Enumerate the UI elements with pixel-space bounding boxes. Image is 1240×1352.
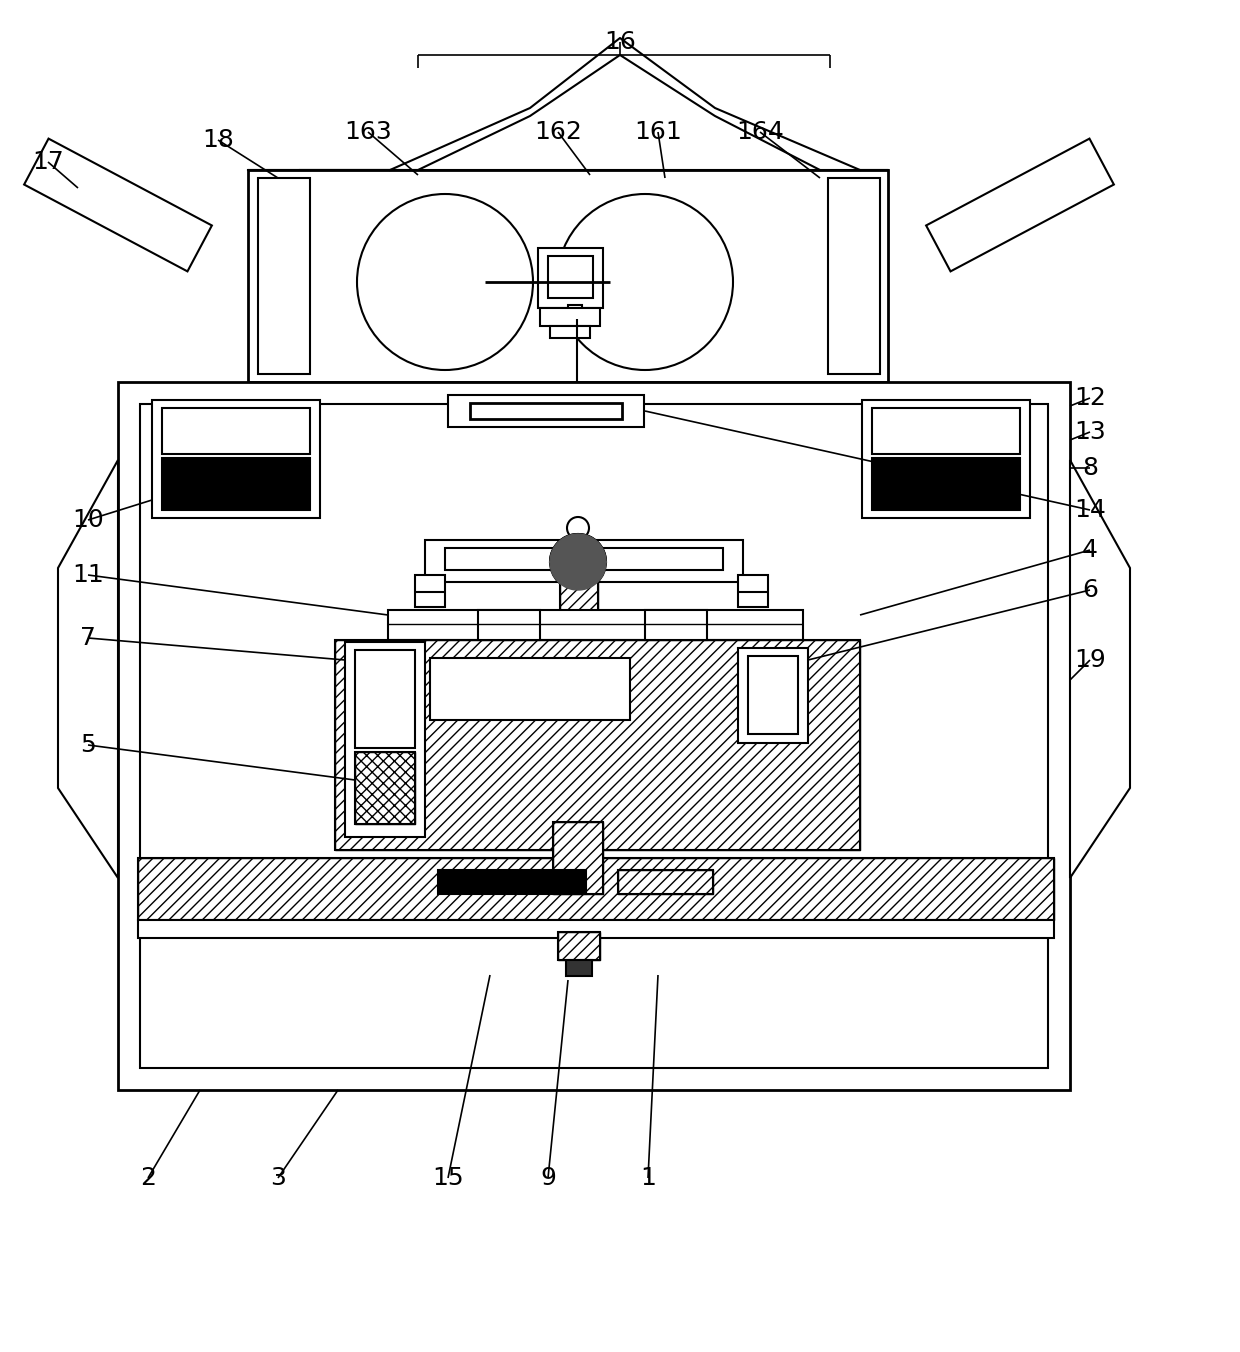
Text: 9: 9 (541, 1165, 556, 1190)
Text: 10: 10 (72, 508, 104, 531)
Text: 5: 5 (81, 733, 95, 757)
Bar (872, 458, 1021, 510)
Text: 11: 11 (72, 562, 104, 587)
Text: 162: 162 (534, 120, 582, 145)
Polygon shape (24, 139, 212, 272)
Bar (335, 639, 861, 850)
Text: 1: 1 (640, 1165, 656, 1190)
Bar (748, 656, 799, 734)
Circle shape (357, 193, 533, 370)
Bar (558, 932, 600, 960)
Bar (538, 247, 603, 308)
Text: 164: 164 (737, 120, 784, 145)
Bar (558, 932, 600, 960)
Text: 7: 7 (81, 626, 95, 650)
Bar (425, 539, 743, 581)
Text: 17: 17 (32, 150, 64, 174)
Bar (355, 650, 415, 748)
Bar (162, 408, 310, 454)
Bar (335, 639, 861, 850)
Text: 4: 4 (1083, 538, 1097, 562)
Bar (553, 822, 603, 894)
Circle shape (567, 516, 589, 539)
Bar (248, 170, 888, 383)
Bar (162, 458, 310, 510)
Bar (560, 581, 598, 614)
Bar (448, 395, 644, 427)
Bar (345, 642, 425, 837)
Bar (138, 859, 1054, 919)
Bar (618, 869, 713, 894)
Bar (355, 752, 415, 823)
Bar (551, 326, 590, 338)
Bar (355, 752, 415, 823)
Bar (138, 919, 1054, 938)
Polygon shape (58, 460, 118, 877)
Bar (568, 306, 582, 319)
Polygon shape (551, 534, 606, 589)
Text: 16: 16 (604, 30, 636, 54)
Text: 14: 14 (1074, 498, 1106, 522)
Circle shape (557, 193, 733, 370)
Text: 2: 2 (140, 1165, 156, 1190)
Bar (138, 859, 1054, 919)
Bar (153, 400, 320, 518)
Text: 161: 161 (634, 120, 682, 145)
Bar (645, 610, 707, 639)
Bar (560, 581, 598, 614)
Text: 3: 3 (270, 1165, 286, 1190)
Text: 163: 163 (345, 120, 392, 145)
Bar (445, 548, 723, 571)
Bar (415, 575, 445, 607)
Bar (828, 178, 880, 375)
Bar (258, 178, 310, 375)
Bar (738, 575, 768, 607)
Bar (738, 648, 808, 744)
Bar (553, 822, 603, 894)
Bar (862, 400, 1030, 518)
Bar (872, 408, 1021, 454)
Polygon shape (926, 139, 1114, 272)
Bar (118, 383, 1070, 1090)
Text: 15: 15 (433, 1165, 464, 1190)
Bar (548, 256, 593, 297)
Bar (565, 960, 591, 976)
Bar (618, 869, 713, 894)
Text: 8: 8 (1083, 456, 1097, 480)
Bar (388, 610, 804, 639)
Bar (438, 869, 587, 894)
Bar (539, 308, 600, 326)
Text: 18: 18 (202, 128, 234, 151)
Text: 6: 6 (1083, 579, 1097, 602)
Bar (430, 658, 630, 721)
Text: 19: 19 (1074, 648, 1106, 672)
Bar (477, 610, 539, 639)
Bar (140, 404, 1048, 1068)
Polygon shape (1070, 460, 1130, 877)
Bar (470, 403, 622, 419)
Text: 13: 13 (1074, 420, 1106, 443)
Text: 12: 12 (1074, 387, 1106, 410)
